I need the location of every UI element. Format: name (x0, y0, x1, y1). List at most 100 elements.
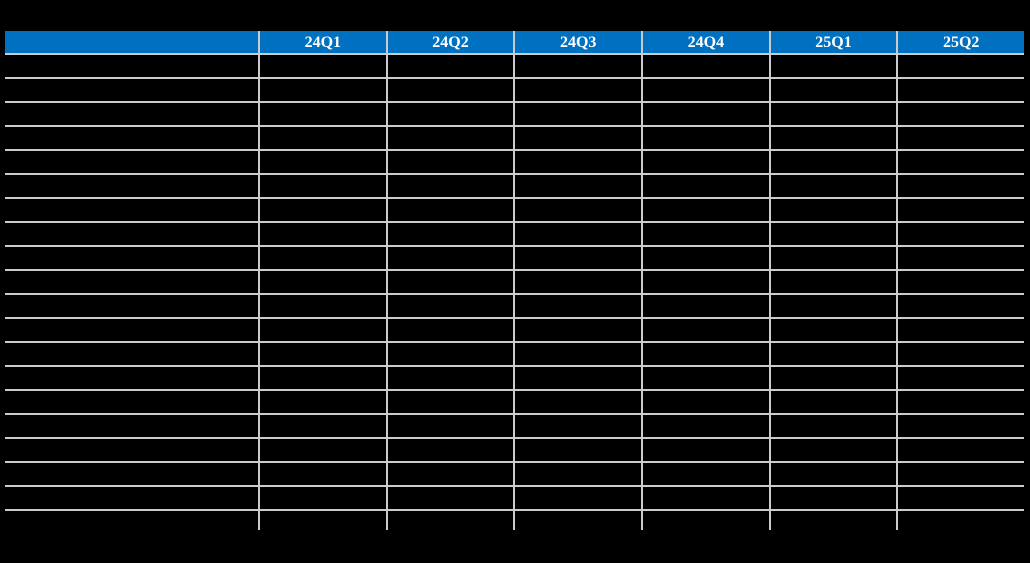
table-cell (641, 319, 769, 341)
header-cell-25q2: 25Q2 (896, 31, 1024, 53)
table-cell (513, 175, 641, 197)
quarterly-table: 24Q1 24Q2 24Q3 24Q4 25Q1 25Q2 (5, 31, 1024, 530)
table-cell (513, 439, 641, 461)
table-cell (513, 271, 641, 293)
table-cell (513, 463, 641, 485)
table-row (5, 223, 1024, 247)
table-cell (896, 343, 1024, 365)
table-cell (5, 79, 258, 101)
table-cell (258, 487, 386, 509)
table-cell (896, 127, 1024, 149)
table-cell (641, 199, 769, 221)
table-cell (5, 367, 258, 389)
header-cell-24q3: 24Q3 (513, 31, 641, 53)
table-cell (768, 415, 897, 437)
table-row (5, 271, 1024, 295)
table-cell (5, 271, 258, 293)
table-cell (385, 55, 514, 77)
table-cell (5, 103, 258, 125)
table-cell (768, 199, 897, 221)
table-cell (258, 103, 386, 125)
table-cell (768, 247, 897, 269)
table-cell (258, 223, 386, 245)
table-row (5, 415, 1024, 439)
table-cell (641, 487, 769, 509)
table-cell (258, 79, 386, 101)
header-stub-cell (5, 31, 258, 53)
table-cell (513, 127, 641, 149)
table-cell (641, 127, 769, 149)
table-cell (641, 463, 769, 485)
table-cell (768, 343, 897, 365)
table-row (5, 439, 1024, 463)
table-cell (5, 295, 258, 317)
table-cell (896, 175, 1024, 197)
table-cell (385, 487, 514, 509)
table-cell (896, 439, 1024, 461)
table-row (5, 487, 1024, 511)
table-cell (768, 271, 897, 293)
table-cell (258, 319, 386, 341)
table-cell (641, 55, 769, 77)
table-cell (385, 343, 514, 365)
table-row (5, 151, 1024, 175)
table-cell (641, 343, 769, 365)
table-row (5, 79, 1024, 103)
table-cell (513, 151, 641, 173)
table-cell (641, 439, 769, 461)
table-cell (641, 175, 769, 197)
table-row (5, 295, 1024, 319)
table-cell (896, 367, 1024, 389)
table-row (5, 247, 1024, 271)
table-row (5, 199, 1024, 223)
header-cell-24q2: 24Q2 (385, 31, 514, 53)
table-cell (768, 79, 897, 101)
table-cell (5, 199, 258, 221)
table-cell (513, 199, 641, 221)
table-cell (385, 367, 514, 389)
table-cell (641, 295, 769, 317)
table-cell (5, 511, 258, 530)
table-cell (768, 319, 897, 341)
table-cell (5, 487, 258, 509)
table-cell (513, 367, 641, 389)
table-cell (258, 127, 386, 149)
table-cell (641, 367, 769, 389)
table-cell (385, 103, 514, 125)
table-cell (5, 247, 258, 269)
table-cell (768, 439, 897, 461)
table-cell (258, 271, 386, 293)
table-cell (896, 55, 1024, 77)
table-row (5, 103, 1024, 127)
table-cell (385, 319, 514, 341)
table-cell (5, 223, 258, 245)
table-cell (768, 127, 897, 149)
table-cell (385, 511, 514, 530)
table-row (5, 391, 1024, 415)
table-cell (896, 463, 1024, 485)
table-row-partial (5, 511, 1024, 530)
table-cell (513, 247, 641, 269)
table-cell (5, 391, 258, 413)
table-row (5, 175, 1024, 199)
table-row (5, 343, 1024, 367)
table-cell (5, 343, 258, 365)
table-row (5, 127, 1024, 151)
table-cell (385, 391, 514, 413)
table-cell (513, 415, 641, 437)
table-cell (768, 511, 897, 530)
table-cell (513, 487, 641, 509)
table-row (5, 55, 1024, 79)
table-body (5, 55, 1024, 530)
table-cell (896, 247, 1024, 269)
table-cell (258, 439, 386, 461)
table-cell (258, 391, 386, 413)
table-cell (258, 295, 386, 317)
table-cell (641, 223, 769, 245)
table-cell (258, 175, 386, 197)
table-cell (768, 295, 897, 317)
table-cell (513, 343, 641, 365)
table-cell (258, 415, 386, 437)
table-cell (896, 103, 1024, 125)
